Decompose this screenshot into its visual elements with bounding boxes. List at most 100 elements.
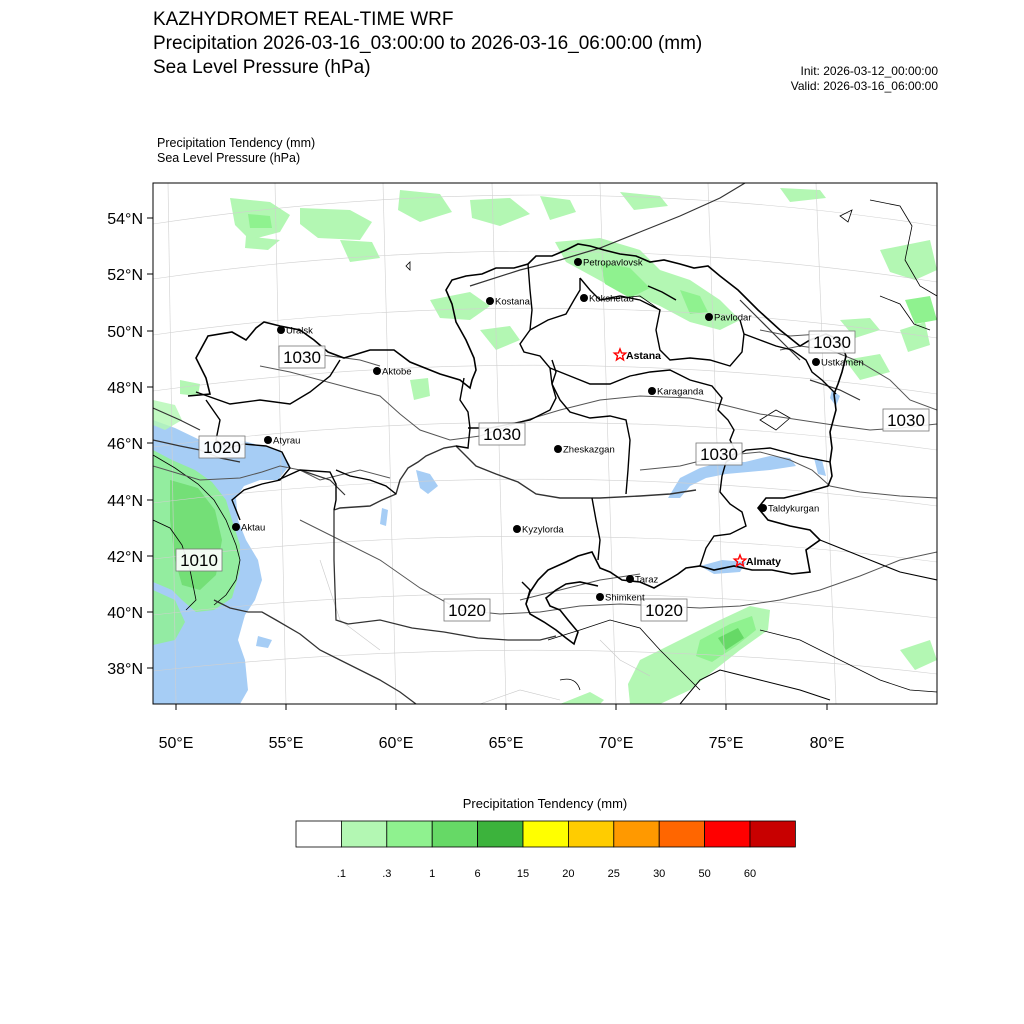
- city-label: Kokshetau: [589, 294, 634, 305]
- colorbar-label: 1: [429, 868, 435, 880]
- colorbar-swatch: [477, 820, 524, 848]
- city-dot-icon: [648, 387, 656, 395]
- city-zheskazgan: Zheskazgan: [554, 445, 615, 456]
- isobar-label: 1020: [198, 435, 246, 459]
- title-line-3: Sea Level Pressure (hPa): [153, 57, 371, 78]
- city-dot-icon: [486, 297, 494, 305]
- city-label: Taldykurgan: [768, 504, 819, 515]
- city-label: Zheskazgan: [563, 445, 615, 456]
- capital-star-icon: [732, 553, 748, 568]
- lat-tick-label: 46°N: [107, 436, 143, 453]
- lat-tick-label: 50°N: [107, 324, 143, 341]
- svg-text:1010: 1010: [180, 551, 218, 570]
- svg-text:1020: 1020: [203, 438, 241, 457]
- lon-tick-label: 80°E: [810, 735, 845, 752]
- city-kokshetau: Kokshetau: [580, 294, 634, 305]
- city-dot-icon: [580, 294, 588, 302]
- city-aktobe: Aktobe: [373, 367, 412, 378]
- lat-tick-label: 42°N: [107, 549, 143, 566]
- lon-tick-label: 75°E: [709, 735, 744, 752]
- city-dot-icon: [759, 504, 767, 512]
- city-label: Pavlodar: [714, 313, 752, 324]
- city-dot-icon: [513, 525, 521, 533]
- isobar-label: 1020: [640, 598, 688, 622]
- city-label: Uralsk: [286, 326, 313, 337]
- lat-tick-label: 52°N: [107, 267, 143, 284]
- colorbar-label: 15: [517, 868, 529, 880]
- svg-text:1020: 1020: [448, 601, 486, 620]
- colorbar-label: .1: [337, 868, 346, 880]
- city-ustkamen: Ustkamen: [812, 358, 864, 369]
- svg-text:1030: 1030: [813, 333, 851, 352]
- colorbar-label: .3: [382, 868, 391, 880]
- svg-text:1030: 1030: [283, 348, 321, 367]
- latitude-axis: 54°N 52°N 50°N 48°N 46°N 44°N 42°N 40°N 38°N: [107, 211, 153, 678]
- title-line-2: Precipitation 2026-03-16_03:00:00 to 202…: [153, 33, 703, 54]
- isobar-label: 1030: [478, 422, 526, 446]
- svg-text:1030: 1030: [700, 445, 738, 464]
- colorbar-swatch: [295, 820, 342, 848]
- city-petropavlovsk: Petropavlovsk: [574, 258, 643, 269]
- map-area: 1030 1020 1030 1030 1030 1030 1010 1020 1020 Pet…: [153, 183, 937, 704]
- colorbar: .1 .3 1 6 15 20 25 30 50 60: [295, 820, 796, 880]
- city-label: Almaty: [746, 556, 781, 568]
- lat-tick-label: 38°N: [107, 661, 143, 678]
- lake-balkhash: [668, 456, 796, 498]
- city-aktau: Aktau: [232, 523, 265, 534]
- lat-tick-label: 48°N: [107, 380, 143, 397]
- isobar-label: 1010: [175, 548, 223, 572]
- city-label: Kyzylorda: [522, 525, 564, 536]
- city-astana: Astana: [612, 347, 661, 362]
- city-taldykurgan: Taldykurgan: [759, 504, 819, 515]
- isobar-label: 1020: [443, 598, 491, 622]
- city-pavlodar: Pavlodar: [705, 313, 752, 324]
- svg-text:1020: 1020: [645, 601, 683, 620]
- city-label: Aktobe: [382, 367, 412, 378]
- colorbar-swatch: [522, 820, 569, 848]
- longitude-axis: 50°E 55°E 60°E 65°E 70°E 75°E 80°E: [159, 704, 845, 752]
- isobar-labels: 1030 1020 1030 1030 1030 1030 1010 1020 1020: [175, 330, 930, 622]
- cities: Petropavlovsk Kostanai Kokshetau Pavlodar Ur…: [232, 258, 864, 604]
- colorbar-swatch: [386, 820, 433, 848]
- lon-tick-label: 60°E: [379, 735, 414, 752]
- colorbar-label: 6: [475, 868, 481, 880]
- svg-text:1030: 1030: [887, 411, 925, 430]
- lake-issyk-kul: [700, 560, 746, 574]
- precip-north-moderate: [248, 214, 937, 324]
- colorbar-swatch: [613, 820, 660, 848]
- colorbar-label: 20: [562, 868, 574, 880]
- init-time: Init: 2026-03-12_00:00:00: [800, 64, 938, 78]
- colorbar-swatch: [340, 820, 388, 848]
- city-dot-icon: [705, 313, 713, 321]
- lat-tick-label: 40°N: [107, 605, 143, 622]
- city-dot-icon: [373, 367, 381, 375]
- lon-tick-label: 55°E: [269, 735, 304, 752]
- isobar-label: 1030: [695, 442, 743, 466]
- city-label: Taraz: [635, 575, 658, 586]
- title-line-1: KAZHYDROMET REAL-TIME WRF: [153, 9, 454, 30]
- aral-sea: [416, 470, 438, 494]
- city-dot-icon: [277, 326, 285, 334]
- lat-tick-label: 44°N: [107, 493, 143, 510]
- lon-tick-label: 50°E: [159, 735, 194, 752]
- city-almaty: Almaty: [732, 553, 781, 568]
- colorbar-swatch: [658, 820, 706, 848]
- valid-time: Valid: 2026-03-16_06:00:00: [790, 79, 938, 93]
- city-dot-icon: [596, 593, 604, 601]
- city-kostanai: Kostanai: [486, 297, 532, 308]
- colorbar-label: 30: [653, 868, 665, 880]
- map-subtitle-slp: Sea Level Pressure (hPa): [157, 151, 301, 165]
- city-label: Aktau: [241, 523, 265, 534]
- city-label: Petropavlovsk: [583, 258, 643, 269]
- colorbar-label: 25: [608, 868, 620, 880]
- city-karaganda: Karaganda: [648, 387, 704, 398]
- city-dot-icon: [264, 436, 272, 444]
- city-label: Shimkent: [605, 593, 645, 604]
- city-taraz: Taraz: [626, 575, 658, 586]
- city-dot-icon: [574, 258, 582, 266]
- lon-tick-label: 65°E: [489, 735, 524, 752]
- isobar-label: 1030: [882, 408, 930, 432]
- city-atyrau: Atyrau: [264, 436, 300, 447]
- colorbar-swatch: [704, 820, 751, 848]
